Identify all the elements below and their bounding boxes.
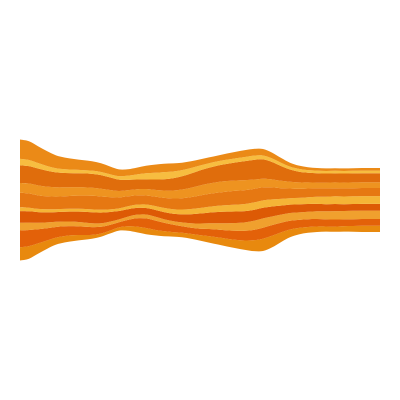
stream-layer-4 [20, 203, 380, 224]
stream-layer-10 [20, 139, 380, 177]
stream-layer-5 [20, 196, 380, 215]
stream-layer-7 [20, 178, 380, 199]
stream-layer-2 [20, 218, 380, 248]
stream-layer-8 [20, 159, 380, 191]
stream-layers [20, 139, 380, 261]
stream-layer-9 [20, 155, 380, 180]
stream-layer-3 [20, 210, 380, 231]
stream-layer-1 [20, 225, 380, 261]
stream-layer-6 [20, 187, 380, 210]
